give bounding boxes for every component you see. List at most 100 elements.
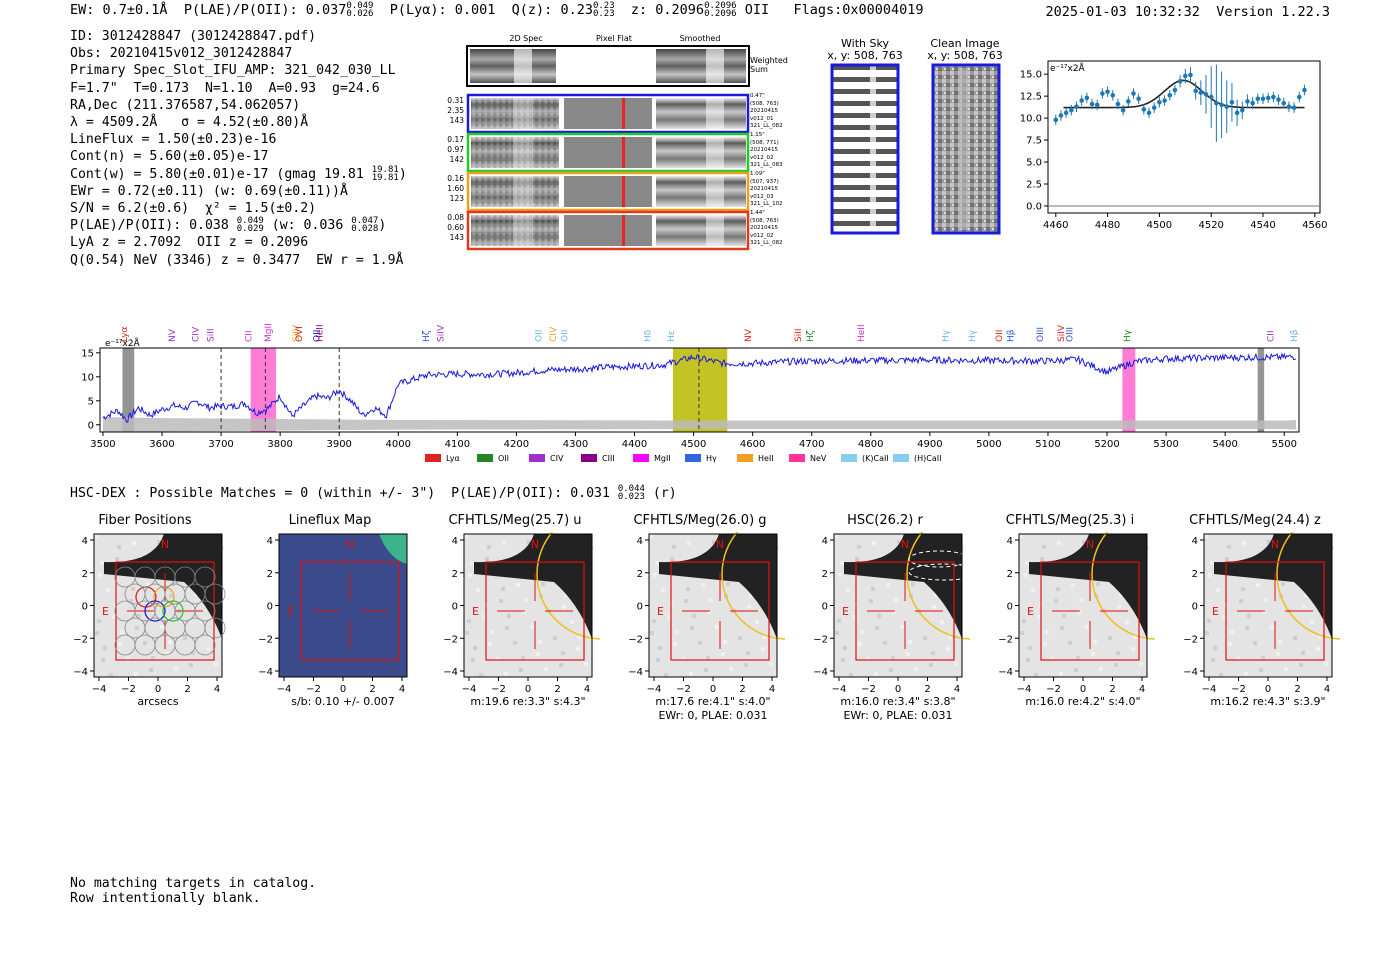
- line-marker: Lyα: [120, 326, 130, 342]
- legend-swatch: [633, 454, 649, 462]
- legend-swatch: [581, 454, 597, 462]
- thumb-xtick-label: 0: [1080, 684, 1086, 695]
- zoom-data-point: [1188, 72, 1193, 78]
- zoom-data-point: [1167, 92, 1173, 98]
- thumb-xtick-label: −2: [306, 684, 321, 695]
- line-marker-label: SiII: [206, 328, 216, 342]
- thumb-ytick-label: 2: [1007, 569, 1013, 580]
- ew-value: EW: 0.7±0.1Å: [70, 2, 168, 18]
- qz-range: 0.23 0.23: [592, 1, 615, 19]
- fiber-circle: [162, 600, 184, 622]
- detection-info: ID: 3012428847 (3012428847.pdf) Obs: 202…: [70, 28, 407, 269]
- thumbnail-image: N E −4 −2 0 2 4 4 2 0 −2 −4: [1183, 532, 1340, 695]
- legend-label: (H)CaII: [914, 454, 941, 463]
- zoom-data-point: [1193, 88, 1198, 94]
- zoom-data-point: [1131, 91, 1136, 96]
- thumb-xtick-label: 2: [184, 684, 190, 695]
- header-summary: EW: 0.7±0.1Å P(LAE)/P(OII): 0.0370.049 0.…: [70, 1, 924, 19]
- fiber-row-stats: 0.08 0.60 143: [447, 213, 464, 242]
- line-marker: CIV: [192, 326, 202, 342]
- east-label: E: [102, 605, 109, 618]
- thumbnail-panel: CFHTLS/Meg(26.0) g N E −4 −2 0 2 4 4 2 0 −2 −4 m:17.6…: [625, 508, 785, 723]
- north-label: N: [161, 538, 169, 551]
- thumb-ytick-label: 2: [637, 569, 643, 580]
- spectrum-error-band: [102, 417, 1296, 433]
- thumbnail-caption-2: EWr: 0, PLAE: 0.031: [843, 709, 953, 722]
- line-marker: Hγ: [1123, 329, 1133, 342]
- legend-label: Lyα: [446, 454, 460, 463]
- line-marker: HeII: [316, 324, 326, 342]
- north-label: N: [346, 538, 354, 551]
- line-marker: SiIV: [437, 324, 447, 342]
- thumb-xtick-label: −4: [92, 684, 107, 695]
- fiber-row-pixelflat: [564, 176, 652, 207]
- line-marker: CIV: [549, 326, 559, 342]
- pixelflat-marker: [622, 137, 625, 168]
- thumb-ytick-label: −4: [1183, 667, 1198, 678]
- line-marker: Hε: [667, 330, 677, 342]
- thumbnail-title: HSC(26.2) r: [847, 513, 923, 528]
- z-line: OII: [744, 2, 770, 18]
- thumb-ytick-label: −2: [998, 634, 1013, 645]
- thumb-ytick-label: −2: [258, 634, 273, 645]
- line-marker-label: Hγ: [968, 329, 978, 342]
- thumbnail-caption: arcsecs: [137, 695, 179, 708]
- thumbnail-image: N E −4 −2 0 2 4 4 2 0 −2 −4: [628, 532, 785, 695]
- zoom-data-point: [1286, 104, 1292, 109]
- info-contn: Cont(n) = 5.60(±0.05)e-17: [70, 149, 269, 165]
- thumb-ytick-label: −2: [73, 634, 88, 645]
- aperture-box: [670, 561, 770, 661]
- zoom-xtick-label: 4480: [1095, 220, 1120, 231]
- zoom-data-point: [1239, 107, 1245, 113]
- thumb-xtick-label: 2: [1109, 684, 1115, 695]
- zoom-data-point: [1172, 87, 1178, 93]
- thumbnail-title: CFHTLS/Meg(24.4) z: [1189, 513, 1321, 528]
- thumbnail-image: N E −4 −2 0 2 4 4 2 0 −2 −4: [258, 533, 408, 695]
- zoom-xtick-label: 4500: [1147, 220, 1172, 231]
- zoom-data-point: [1296, 94, 1302, 100]
- info-ewr: EWr = 0.72(±0.11) (w: 0.69(±0.11))Å: [70, 183, 348, 199]
- aperture-box: [300, 561, 400, 661]
- thumb-ytick-label: 4: [1007, 536, 1013, 547]
- info-radec: RA,Dec (211.376587,54.062057): [70, 97, 301, 113]
- footer-line2: Row intentionally blank.: [70, 891, 261, 906]
- legend-swatch: [893, 454, 909, 462]
- thumbnail-image: N E −4 −2 0 2 4 4 2 0 −2 −4: [813, 532, 970, 695]
- legend-swatch: [529, 454, 545, 462]
- thumb-xtick-label: 2: [554, 684, 560, 695]
- zoom-data-point: [1271, 94, 1276, 100]
- aperture-box: [115, 561, 215, 661]
- line-marker: NV: [168, 328, 178, 342]
- thumbnail-panel: CFHTLS/Meg(25.7) u N E −4 −2 0 2 4 4 2 0 −2 −4 m:19.6…: [440, 508, 600, 723]
- zoom-data-point: [1084, 95, 1090, 101]
- full-spectrum-chart: 3500 3600 3700 3800 3900 4000 4100 4200 4300 4400…: [81, 323, 1300, 463]
- line-marker: OII: [561, 330, 571, 342]
- zoom-ytick-label: 12.5: [1020, 92, 1042, 103]
- zoom-data-point: [1203, 92, 1209, 97]
- thumb-xtick-label: 4: [584, 684, 590, 695]
- thumbnail-panel: Fiber Positions N E −4 −2 0 2 4 4 2 0 −2 −4 arcsecs: [70, 508, 230, 723]
- spectrum-xtick-label: 3800: [267, 439, 292, 450]
- thumb-xtick-label: −2: [861, 684, 876, 695]
- thumbnail-caption: m:16.0 re:3.4" s:3.8": [840, 695, 956, 708]
- spectrum-xtick-label: 4100: [445, 439, 470, 450]
- legend-swatch: [789, 454, 805, 462]
- east-label: E: [657, 605, 664, 618]
- line-marker: CII: [245, 330, 255, 342]
- info-id: ID: 3012428847 (3012428847.pdf): [70, 29, 317, 44]
- line-marker-label: Hγ: [942, 329, 952, 342]
- line-marker: NV: [744, 328, 754, 342]
- legend-label: NeV: [810, 454, 827, 463]
- zoom-ytick-label: 5.0: [1026, 158, 1042, 169]
- thumb-ytick-label: 0: [267, 602, 273, 613]
- zoom-data-point: [1245, 99, 1250, 104]
- thumbnail-title: Fiber Positions: [98, 513, 192, 528]
- col-2dspec: 2D Spec: [509, 34, 543, 43]
- line-marker-label: Hβ: [1290, 329, 1300, 342]
- line-marker: OII: [995, 330, 1005, 342]
- zoom-data-point: [1291, 105, 1297, 110]
- legend-swatch: [685, 454, 701, 462]
- zoom-plot-frame: [1047, 60, 1321, 214]
- zoom-data-point: [1198, 90, 1204, 95]
- thumbnail-title: Lineflux Map: [288, 513, 372, 528]
